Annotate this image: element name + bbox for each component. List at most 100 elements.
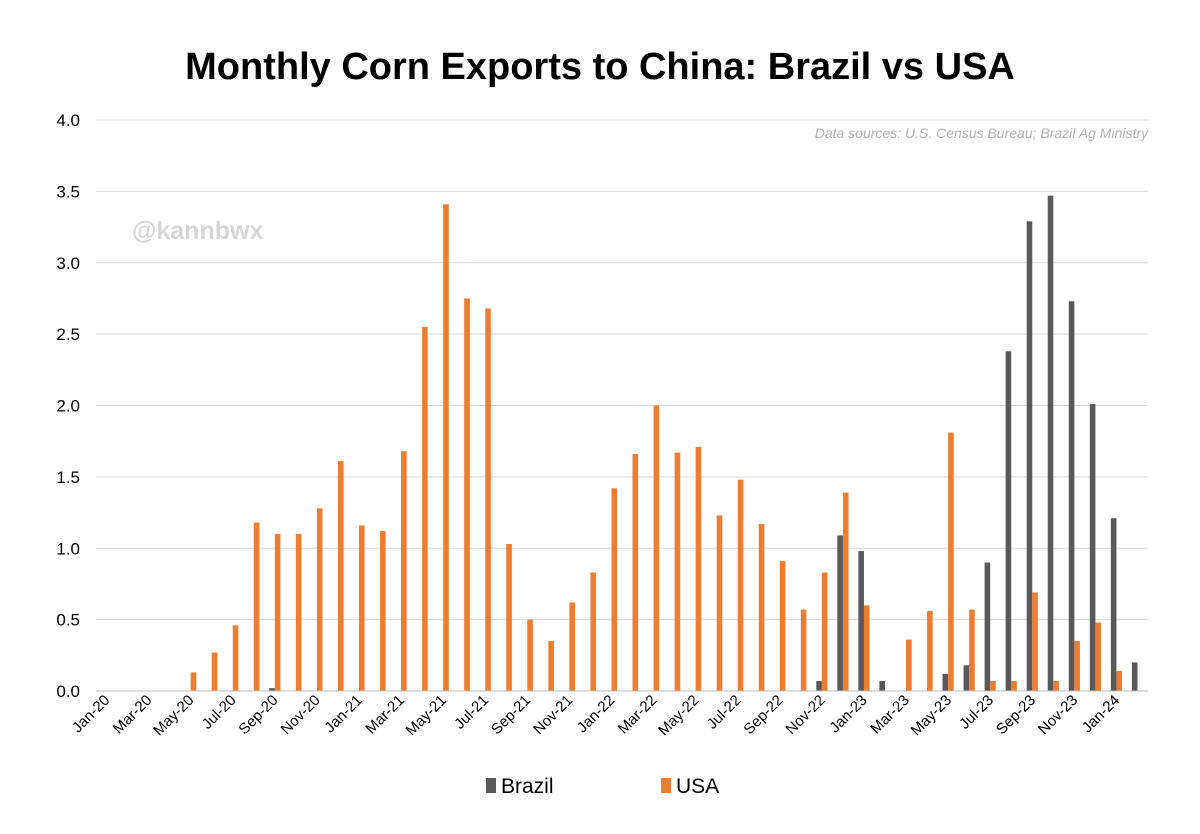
y-tick-label: 4.0 — [56, 111, 80, 130]
bar-usa-jun-22 — [716, 515, 723, 691]
bar-usa-mar-22 — [653, 405, 660, 691]
bar-usa-jun-20 — [211, 652, 218, 691]
bar-usa-dec-21 — [590, 572, 597, 691]
x-tick-label: Jul-22 — [704, 692, 745, 733]
bar-brazil-jan-23 — [858, 551, 864, 691]
bar-usa-sep-23 — [1032, 592, 1038, 691]
bar-usa-aug-23 — [1011, 681, 1017, 691]
x-tick-label: May-23 — [908, 692, 955, 739]
x-tick-label: Nov-20 — [278, 692, 324, 738]
legend-swatch-brazil — [486, 778, 496, 793]
legend: Brazil USA — [486, 775, 719, 798]
x-tick-label: May-20 — [150, 692, 197, 739]
bar-usa-aug-22 — [758, 523, 765, 691]
bar-usa-aug-20 — [253, 522, 260, 691]
bar-usa-dec-23 — [1095, 622, 1101, 691]
bar-usa-dec-20 — [337, 461, 344, 691]
y-tick-label: 3.0 — [56, 254, 80, 273]
bar-usa-jul-21 — [485, 308, 491, 691]
bars — [190, 195, 1138, 692]
bar-brazil-feb-23 — [879, 681, 885, 691]
bar-usa-feb-22 — [632, 454, 639, 691]
x-tick-label: Jan-21 — [321, 692, 365, 736]
watermark: @kannbwx — [132, 217, 263, 245]
bar-usa-sep-20 — [274, 533, 281, 691]
bar-usa-jul-20 — [232, 625, 239, 691]
legend-swatch-usa — [661, 778, 671, 793]
y-tick-label: 3.5 — [56, 182, 80, 201]
y-tick-label: 2.0 — [56, 397, 80, 416]
bar-usa-apr-23 — [927, 611, 933, 691]
bar-usa-oct-20 — [295, 533, 302, 691]
gridlines — [96, 119, 1148, 621]
bar-usa-nov-20 — [316, 508, 323, 691]
bar-usa-jun-23 — [969, 609, 975, 691]
x-tick-label: May-21 — [403, 692, 450, 739]
bar-usa-nov-21 — [569, 602, 575, 691]
bar-usa-mar-21 — [401, 451, 407, 691]
bar-usa-apr-22 — [674, 452, 681, 691]
bar-brazil-nov-22 — [816, 681, 822, 691]
bar-brazil-dec-23 — [1089, 404, 1096, 691]
x-tick-label: Jul-21 — [451, 692, 492, 733]
bar-usa-apr-21 — [422, 326, 428, 691]
bar-usa-sep-22 — [779, 561, 786, 691]
bar-usa-feb-21 — [380, 531, 386, 691]
bar-usa-aug-21 — [506, 543, 512, 691]
x-tick-label: Sep-21 — [488, 692, 534, 738]
x-tick-label: Nov-23 — [1035, 692, 1081, 738]
bar-usa-oct-22 — [800, 609, 807, 691]
bar-usa-nov-23 — [1074, 641, 1080, 691]
x-tick-label: Nov-21 — [530, 692, 576, 738]
bar-usa-jan-23 — [863, 605, 870, 691]
legend-label-usa: USA — [676, 775, 719, 798]
bar-brazil-dec-22 — [837, 535, 843, 691]
x-tick-label: Mar-23 — [867, 692, 913, 738]
y-tick-label: 1.0 — [56, 539, 80, 558]
bar-brazil-aug-23 — [1005, 351, 1012, 691]
bar-brazil-feb-24 — [1131, 662, 1138, 691]
y-tick-label: 2.5 — [56, 325, 80, 344]
x-tick-label: Sep-20 — [235, 692, 281, 738]
bar-usa-jan-24 — [1116, 671, 1123, 691]
bar-brazil-jun-23 — [963, 665, 970, 691]
bar-brazil-oct-23 — [1047, 195, 1054, 691]
bar-usa-oct-21 — [548, 641, 554, 691]
x-tick-label: Jul-20 — [199, 692, 240, 733]
x-tick-label: Nov-22 — [782, 692, 828, 738]
bar-usa-mar-23 — [906, 639, 912, 691]
bar-brazil-jul-23 — [984, 562, 991, 691]
x-tick-label: Jan-22 — [574, 692, 618, 736]
legend-label-brazil: Brazil — [501, 775, 554, 798]
x-tick-label: Mar-21 — [362, 692, 408, 738]
bar-usa-sep-21 — [527, 619, 533, 692]
x-tick-label: Sep-23 — [993, 692, 1039, 738]
bar-usa-nov-22 — [821, 572, 828, 691]
x-tick-label: Mar-20 — [110, 692, 156, 738]
x-tick-label: Jul-23 — [956, 692, 997, 733]
bar-usa-oct-23 — [1053, 681, 1059, 691]
bar-usa-jan-21 — [359, 525, 365, 691]
bar-usa-jan-22 — [611, 488, 618, 691]
bar-usa-jul-23 — [990, 681, 996, 691]
y-tick-label: 0.5 — [56, 611, 80, 630]
x-tick-label: Jan-24 — [1079, 692, 1123, 736]
bar-usa-jun-21 — [464, 298, 470, 691]
bar-brazil-nov-23 — [1068, 301, 1075, 691]
x-tick-label: Sep-22 — [740, 692, 786, 738]
x-tick-label: Jan-23 — [826, 692, 870, 736]
y-tick-label: 0.0 — [56, 682, 80, 701]
bar-usa-jul-22 — [737, 479, 744, 691]
bar-brazil-sep-23 — [1026, 221, 1033, 691]
bar-usa-dec-22 — [842, 492, 849, 691]
bar-brazil-jan-24 — [1110, 518, 1117, 691]
bar-brazil-sep-20 — [269, 688, 275, 691]
y-axis-ticks: 0.0 0.5 1.0 1.5 2.0 2.5 3.0 3.5 4.0 — [56, 111, 80, 701]
bar-brazil-may-23 — [942, 673, 949, 691]
source-note: Data sources: U.S. Census Bureau; Brazil… — [815, 125, 1149, 141]
chart-title: Monthly Corn Exports to China: Brazil vs… — [185, 46, 1015, 88]
bar-usa-may-20 — [190, 672, 197, 691]
y-tick-label: 1.5 — [56, 468, 80, 487]
